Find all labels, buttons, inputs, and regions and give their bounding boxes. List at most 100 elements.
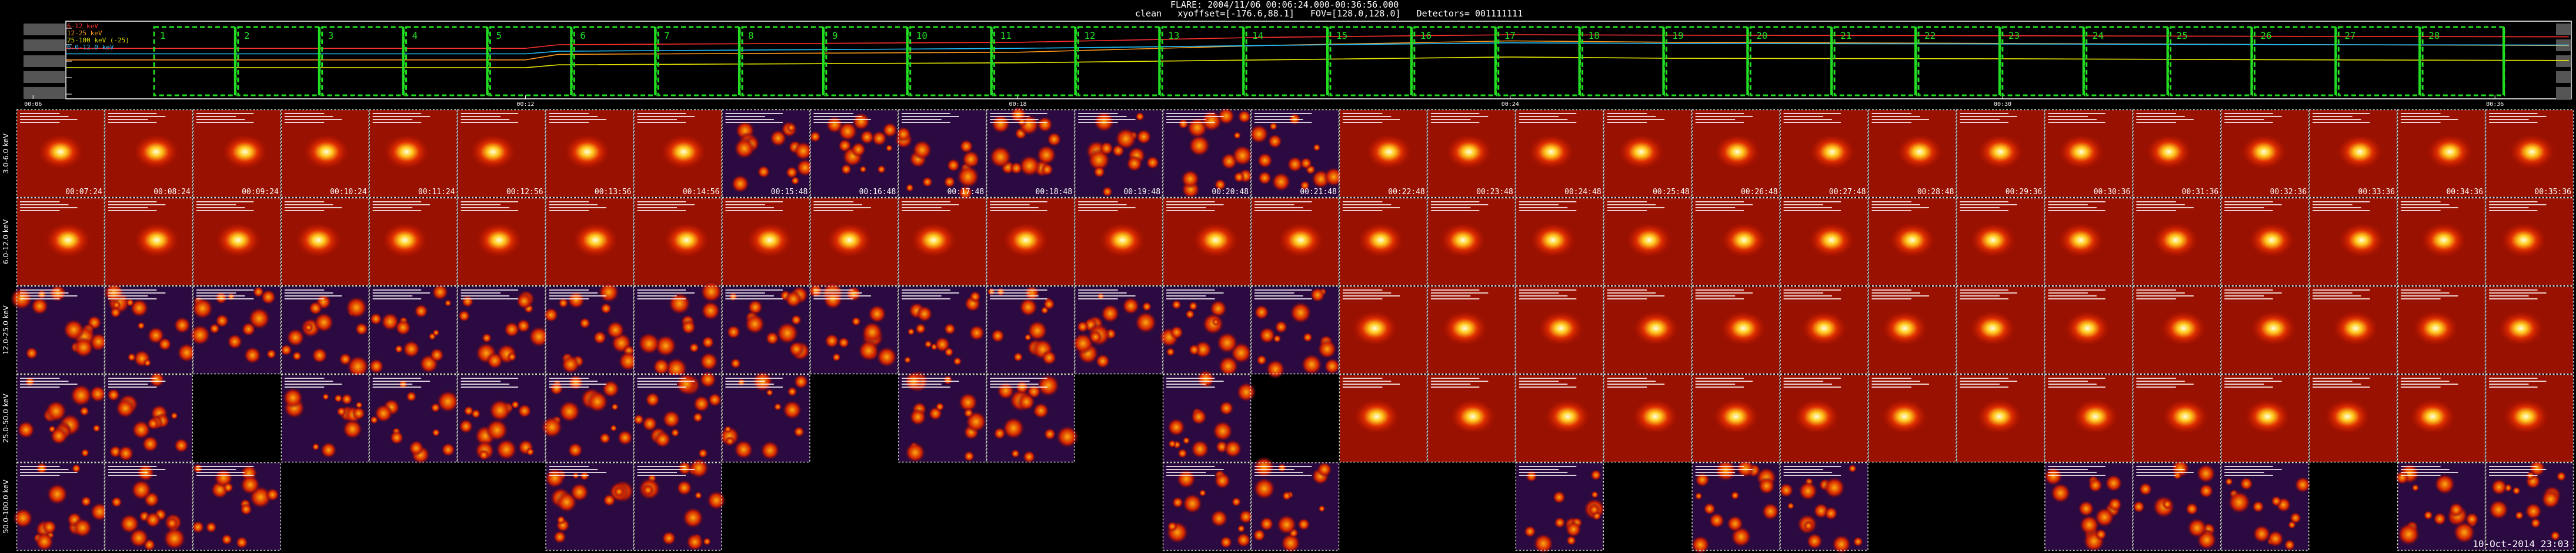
noise-blob: [1310, 287, 1326, 303]
source-blob: [295, 222, 342, 258]
noise-blob: [916, 305, 933, 322]
noise-blob: [959, 139, 974, 154]
row-label: 25.0-50.0 keV: [2, 393, 10, 442]
noise-blob: [1714, 459, 1737, 482]
annotation-line: [108, 381, 166, 382]
annotation-line: [1871, 384, 1930, 385]
cell-background: [634, 463, 722, 550]
noise-blob: [909, 408, 927, 426]
noise-blob: [2423, 510, 2434, 521]
annotation-line: [2401, 207, 2458, 208]
annotation-line: [1166, 295, 1206, 297]
noise-blob: [92, 424, 101, 432]
annotation-line: [990, 122, 1047, 123]
annotation-line: [549, 466, 589, 467]
annotation-line: [1871, 387, 1912, 388]
image-cell: 00:34:36: [2397, 109, 2486, 198]
image-cell: [1515, 462, 1606, 553]
annotation-line: [990, 119, 1039, 120]
cell-border: [810, 109, 899, 198]
noise-blob: [912, 139, 933, 160]
annotation-line: [108, 201, 157, 202]
annotation-line: [2136, 201, 2176, 202]
annotation-line: [1519, 201, 1577, 202]
annotation-line: [990, 289, 1047, 291]
noise-blob: [1757, 477, 1776, 495]
annotation-line: [1342, 295, 1400, 297]
noise-blob: [1010, 161, 1023, 175]
cell-border: [1427, 197, 1516, 287]
noise-blob: [1237, 524, 1246, 533]
noise-blob: [1265, 359, 1286, 379]
cell-border: [1868, 109, 1957, 198]
annotation-line: [2313, 295, 2361, 297]
annotation-line: [1254, 289, 1312, 291]
noise-blob: [698, 448, 708, 459]
annotation-line: [2136, 113, 2176, 114]
source-blob: [215, 222, 261, 258]
annotation-line: [284, 207, 342, 208]
annotation-line: [1695, 201, 1744, 202]
annotation-line: [725, 122, 783, 123]
annotation-line: [372, 210, 422, 211]
noise-blob: [786, 122, 796, 133]
noise-blob: [867, 304, 887, 324]
noise-blob: [2452, 521, 2476, 544]
annotation-line: [1519, 378, 1577, 379]
annotation-line: [1254, 469, 1294, 470]
annotation-line: [1871, 113, 1912, 114]
annotation-line: [2224, 207, 2264, 208]
noise-blob: [788, 341, 805, 358]
source-blob: [1277, 222, 1324, 258]
noise-blob: [2078, 514, 2100, 535]
noise-blob: [1177, 448, 1188, 459]
annotation-line: [2489, 387, 2538, 388]
noise-blob: [1253, 477, 1276, 500]
annotation-line: [902, 384, 942, 385]
source-blob: [1970, 222, 2016, 258]
annotation-line: [2401, 469, 2450, 470]
image-cell: [457, 374, 546, 463]
annotation-line: [284, 113, 325, 114]
cell-time-label: 00:25:48: [1653, 188, 1690, 196]
annotation-line: [1078, 119, 1136, 120]
image-cell: [9, 284, 108, 375]
annotation-line: [1695, 378, 1744, 379]
noise-blob: [724, 425, 732, 433]
noise-blob: [1253, 528, 1266, 542]
annotation-line: [637, 292, 695, 294]
cell-border: [2221, 374, 2310, 463]
noise-blob: [600, 302, 612, 315]
cell-border: [1515, 109, 1604, 198]
noise-blob: [205, 521, 217, 534]
cell-border: [810, 197, 899, 287]
noise-blob: [944, 347, 954, 357]
interval-number: 9: [832, 30, 838, 41]
noise-blob: [2432, 512, 2447, 526]
image-cell: [1868, 197, 1957, 287]
annotation-line: [1166, 119, 1206, 120]
noise-blob: [1276, 514, 1297, 535]
source-blob: [2333, 311, 2379, 346]
annotation-line: [1519, 466, 1577, 467]
annotation-line: [1783, 119, 1833, 120]
annotation-line: [20, 295, 78, 297]
image-cell: [281, 374, 369, 463]
cell-border: [192, 285, 282, 375]
noise-blob: [1036, 374, 1060, 398]
annotation-line: [1166, 378, 1215, 379]
annotation-line: [725, 201, 783, 202]
image-cell: 00:29:36: [1956, 109, 2045, 198]
noise-blob: [239, 503, 253, 516]
annotation-line: [196, 466, 254, 467]
annotation-line: [1254, 210, 1312, 211]
noise-blob: [1182, 437, 1190, 445]
noise-blob: [1190, 408, 1207, 425]
noise-blob: [431, 402, 441, 413]
annotation-line: [637, 289, 686, 291]
noise-blob: [1277, 463, 1287, 473]
cell-time-label: 00:33:36: [2358, 188, 2395, 196]
annotation-line: [2401, 384, 2458, 385]
image-cell: [2221, 374, 2310, 463]
annotation-line: [1783, 292, 1824, 294]
